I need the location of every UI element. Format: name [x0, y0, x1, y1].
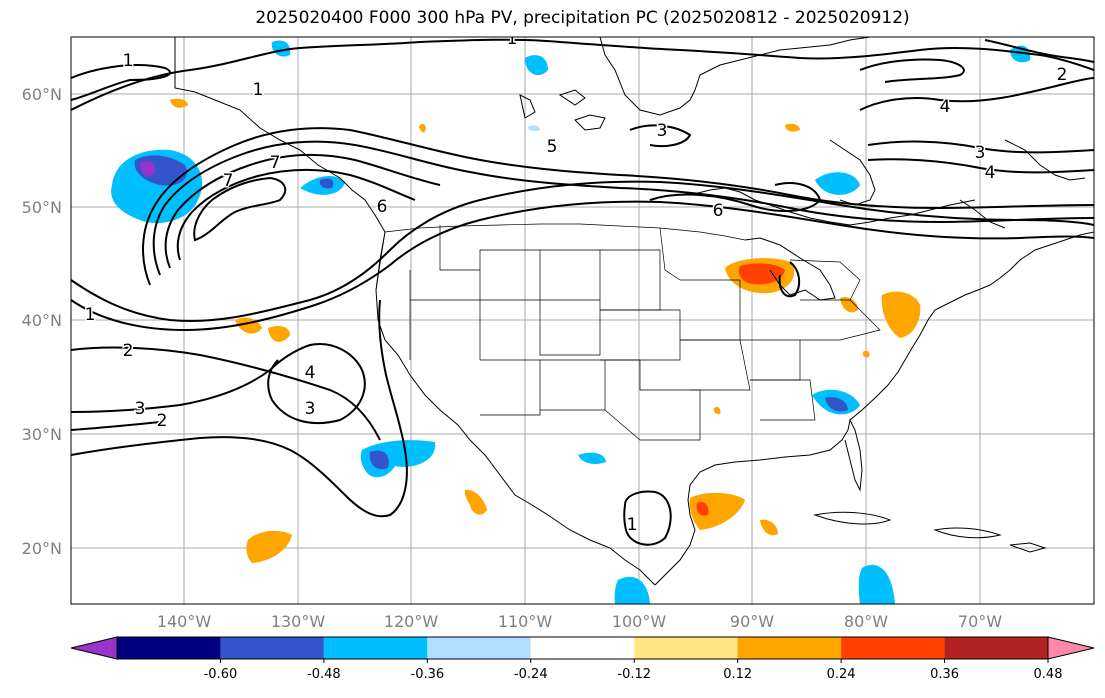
- contour-label: 3: [657, 121, 668, 141]
- pv-contours: [71, 38, 1094, 546]
- colorbar-outline: [116, 636, 1049, 660]
- contour-label: 3: [135, 399, 146, 419]
- chart-title: 2025020400 F000 300 hPa PV, precipitatio…: [255, 8, 910, 28]
- colorbar-segment: [220, 637, 324, 659]
- longitude-label: 70°W: [958, 612, 1002, 631]
- longitude-label: 80°W: [844, 612, 888, 631]
- map-frame: [70, 36, 1095, 605]
- colorbar-tick-label: 0.12: [723, 667, 752, 682]
- longitude-label: 120°W: [384, 612, 439, 631]
- colorbar-segment: [427, 637, 531, 659]
- contour-label: 3: [305, 399, 316, 419]
- colorbar-tick-label: -0.24: [514, 667, 548, 682]
- latitude-label: 40°N: [22, 311, 62, 330]
- longitude-label: 90°W: [730, 612, 774, 631]
- longitude-label: 130°W: [271, 612, 326, 631]
- colorbar-tick-label: -0.36: [411, 667, 445, 682]
- negative-anomaly: [111, 40, 1031, 604]
- contour-label: 1: [253, 80, 264, 100]
- latitude-label: 30°N: [22, 425, 62, 444]
- precip-shading: [111, 40, 1031, 604]
- colorbar-segment: [944, 637, 1048, 659]
- colorbar-tick-label: -0.12: [617, 667, 651, 682]
- colorbar-tick-label: 0.24: [827, 667, 856, 682]
- positive-anomaly: [170, 98, 921, 563]
- contour-label: 1: [85, 305, 96, 325]
- contour-label: 1: [507, 29, 518, 49]
- contour-label: 7: [223, 171, 234, 191]
- colorbar-segment: [117, 637, 221, 659]
- contour-label: 1: [627, 515, 638, 535]
- latitude-label: 50°N: [22, 198, 62, 217]
- contour-label: 4: [305, 363, 316, 383]
- political-borders: [375, 223, 881, 441]
- colorbar-segment: [530, 637, 635, 659]
- longitude-labels: 140°W 130°W 120°W 110°W 100°W 90°W 80°W 70°W: [157, 612, 1002, 631]
- colorbar-extend-low: [70, 636, 118, 660]
- longitude-label: 110°W: [498, 612, 553, 631]
- colorbar-segment: [841, 637, 945, 659]
- contour-label: 4: [940, 97, 951, 117]
- contour-label: 4: [985, 163, 996, 183]
- contour-label: 6: [713, 201, 724, 221]
- contour-label: 7: [270, 153, 281, 173]
- contour-label: 5: [547, 137, 558, 157]
- contour-label: 3: [975, 143, 986, 163]
- contour-label: 6: [377, 197, 388, 217]
- colorbar-tick-label: -0.60: [204, 667, 238, 682]
- contour-label: 2: [157, 411, 168, 431]
- colorbar-extend-high: [1047, 636, 1095, 660]
- contour-label: 2: [123, 341, 134, 361]
- colorbar: -0.60 -0.48 -0.36 -0.24 -0.12 0.12 0.24 0.36 0.4…: [70, 636, 1095, 682]
- colorbar-segment: [323, 637, 428, 659]
- latitude-label: 60°N: [22, 85, 62, 104]
- longitude-label: 140°W: [157, 612, 212, 631]
- contour-label: 2: [1057, 65, 1068, 85]
- latitude-label: 20°N: [22, 539, 62, 558]
- colorbar-segment: [737, 637, 842, 659]
- colorbar-tick-label: -0.48: [307, 667, 341, 682]
- longitude-label: 100°W: [612, 612, 667, 631]
- colorbar-tick-label: 0.36: [930, 667, 959, 682]
- colorbar-tick-label: 0.48: [1034, 667, 1063, 682]
- coastlines: [174, 37, 1094, 586]
- contour-label: 1: [123, 51, 134, 71]
- colorbar-segment: [634, 637, 738, 659]
- latitude-labels: 60°N 50°N 40°N 30°N 20°N: [22, 85, 62, 558]
